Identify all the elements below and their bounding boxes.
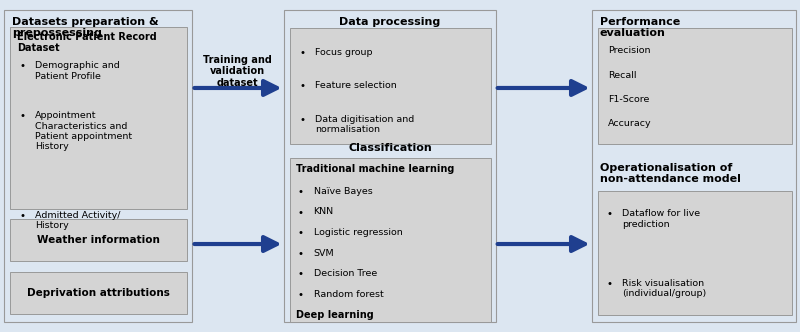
FancyBboxPatch shape [4,10,192,322]
Text: •: • [298,228,304,238]
Text: Risk visualisation
(individual/group): Risk visualisation (individual/group) [622,279,706,298]
Text: Traditional machine learning: Traditional machine learning [296,164,454,174]
Text: •: • [299,81,306,91]
FancyBboxPatch shape [290,28,491,144]
Text: Random forest: Random forest [314,290,383,299]
Text: F1-Score: F1-Score [608,95,650,104]
Text: •: • [298,290,304,300]
Text: Weather information: Weather information [37,235,160,245]
Text: Deep learning: Deep learning [296,310,374,320]
Text: Focus group: Focus group [315,48,373,57]
Text: •: • [19,211,26,221]
Text: Logistic regression: Logistic regression [314,228,402,237]
Text: KNN: KNN [314,208,334,216]
Text: •: • [606,209,613,219]
Text: Performance
evaluation: Performance evaluation [600,17,680,38]
Text: Training and
validation
dataset: Training and validation dataset [203,55,272,88]
Text: Precision: Precision [608,46,650,55]
Text: Admitted Activity/
History: Admitted Activity/ History [35,211,121,230]
Text: Dataflow for live
prediction: Dataflow for live prediction [622,209,701,228]
Text: SVM: SVM [314,249,334,258]
Text: •: • [606,279,613,289]
Text: •: • [298,269,304,279]
Text: •: • [19,111,26,121]
FancyBboxPatch shape [10,27,187,209]
Text: Deprivation attributions: Deprivation attributions [27,288,170,298]
Text: Accuracy: Accuracy [608,119,652,128]
Text: •: • [298,249,304,259]
Text: Feature selection: Feature selection [315,81,397,90]
Text: •: • [298,208,304,217]
Text: Decision Tree: Decision Tree [314,269,377,278]
FancyBboxPatch shape [598,191,792,315]
Text: Naïve Bayes: Naïve Bayes [314,187,372,196]
Text: Appointment
Characteristics and
Patient appointment
History: Appointment Characteristics and Patient … [35,111,132,151]
Text: •: • [19,61,26,71]
Text: •: • [299,115,306,124]
Text: Data processing: Data processing [339,17,441,27]
FancyBboxPatch shape [598,28,792,144]
Text: Recall: Recall [608,71,637,80]
Text: Operationalisation of
non-attendance model: Operationalisation of non-attendance mod… [600,163,741,184]
FancyBboxPatch shape [592,10,796,322]
Text: Data digitisation and
normalisation: Data digitisation and normalisation [315,115,414,134]
FancyBboxPatch shape [290,158,491,322]
FancyBboxPatch shape [10,219,187,261]
FancyBboxPatch shape [10,272,187,314]
FancyBboxPatch shape [284,10,496,322]
Text: Electronic Patient Record
Dataset: Electronic Patient Record Dataset [17,32,157,53]
Text: Demographic and
Patient Profile: Demographic and Patient Profile [35,61,120,81]
Text: Classification: Classification [348,143,432,153]
Text: Datasets preparation &
prepossessing: Datasets preparation & prepossessing [12,17,158,38]
Text: •: • [298,187,304,197]
Text: •: • [299,48,306,58]
